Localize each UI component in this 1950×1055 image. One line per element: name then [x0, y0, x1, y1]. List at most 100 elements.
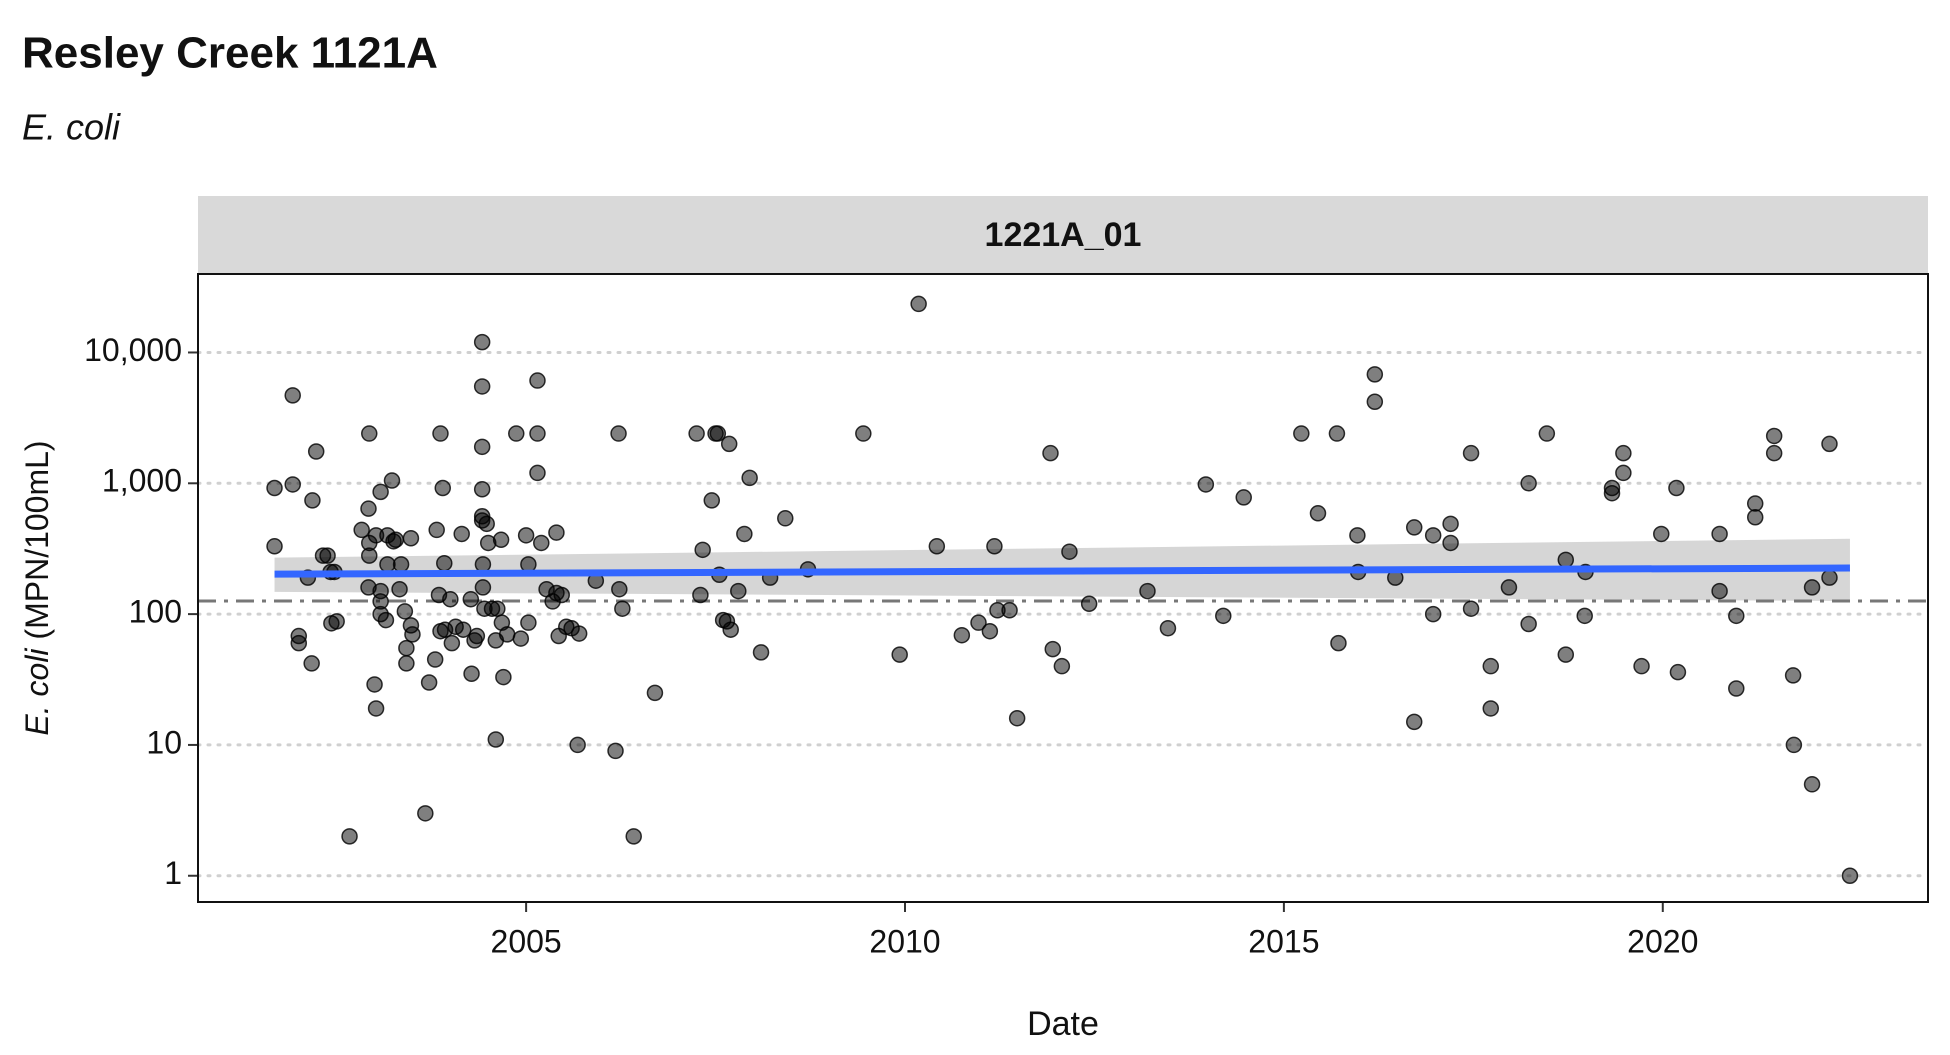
chart-subtitle: E. coli — [22, 107, 121, 148]
data-point — [1462, 444, 1480, 462]
data-point — [891, 646, 908, 663]
data-point — [1711, 525, 1728, 543]
data-point — [377, 611, 395, 629]
data-point — [487, 731, 505, 748]
data-point — [529, 425, 546, 442]
data-point — [468, 627, 486, 645]
data-point — [391, 580, 408, 598]
data-point — [720, 435, 738, 453]
data-point — [453, 525, 470, 543]
data-point — [1728, 680, 1745, 697]
data-point — [520, 614, 537, 631]
data-point — [777, 510, 794, 527]
data-point — [855, 425, 872, 442]
data-point — [1615, 464, 1632, 482]
data-point — [1711, 582, 1728, 600]
data-point — [328, 613, 345, 630]
data-point — [1520, 615, 1537, 633]
panel-border — [197, 273, 1929, 903]
data-point — [290, 634, 308, 652]
data-point — [489, 600, 506, 617]
data-point — [1405, 519, 1423, 536]
data-point — [266, 479, 283, 497]
data-point — [474, 556, 492, 573]
data-point — [473, 438, 491, 456]
x-tick-label: 2005 — [491, 923, 562, 959]
data-point — [353, 521, 370, 539]
data-point — [396, 603, 414, 620]
data-point — [1821, 435, 1838, 453]
data-point — [520, 556, 537, 573]
data-point — [1293, 425, 1310, 442]
data-point — [1061, 543, 1078, 560]
data-point — [1765, 427, 1783, 445]
data-point — [392, 556, 410, 573]
data-point — [284, 476, 301, 493]
data-point — [752, 644, 770, 661]
data-point — [428, 521, 445, 539]
data-point — [434, 479, 452, 497]
data-point — [1042, 444, 1059, 462]
y-tick-label: 10 — [146, 724, 182, 760]
data-point — [443, 634, 461, 652]
data-point — [1001, 602, 1018, 619]
data-point — [1197, 476, 1215, 493]
x-tick-label: 2020 — [1627, 923, 1698, 959]
data-point — [1053, 657, 1071, 675]
data-point — [432, 425, 449, 442]
data-point — [970, 614, 987, 631]
data-point — [986, 538, 1003, 555]
data-point — [463, 665, 480, 683]
data-point — [473, 481, 491, 498]
data-point — [426, 651, 444, 668]
data-point — [1500, 579, 1518, 596]
data-point — [548, 524, 565, 541]
data-point — [741, 469, 758, 487]
data-point — [981, 622, 999, 640]
data-point — [1309, 505, 1327, 522]
data-point — [1557, 551, 1575, 569]
data-point — [1841, 867, 1859, 884]
data-point — [498, 626, 516, 643]
data-point — [319, 547, 336, 564]
data-point — [1080, 595, 1098, 613]
data-point — [1653, 525, 1670, 543]
data-point — [1366, 393, 1384, 411]
data-point — [1215, 607, 1232, 625]
data-point — [1746, 509, 1764, 526]
data-point — [694, 541, 711, 559]
data-point — [372, 483, 389, 501]
data-point — [1803, 776, 1821, 793]
data-point — [709, 425, 727, 442]
data-point — [1765, 444, 1783, 462]
data-point — [1442, 534, 1459, 552]
y-tick-label: 100 — [129, 594, 182, 630]
data-point — [436, 554, 453, 572]
data-point — [1424, 605, 1442, 623]
y-tick-label: 1 — [164, 855, 182, 891]
data-point — [1538, 425, 1556, 442]
data-point — [610, 425, 627, 442]
data-point — [1746, 495, 1764, 512]
data-point — [454, 621, 472, 638]
data-point — [611, 580, 628, 598]
x-axis-title: Date — [1027, 1005, 1099, 1043]
data-point — [1349, 527, 1366, 544]
data-point — [387, 531, 405, 549]
chart-title: Resley Creek 1121A — [22, 29, 438, 78]
data-point — [341, 828, 358, 845]
data-point — [607, 742, 624, 760]
data-point — [367, 700, 385, 717]
data-point — [266, 538, 283, 555]
data-point — [529, 464, 546, 482]
data-point — [703, 492, 721, 509]
data-point — [910, 295, 927, 313]
trend-line — [274, 564, 1850, 578]
data-point — [692, 586, 709, 604]
data-point — [366, 676, 383, 693]
data-point — [1328, 425, 1346, 442]
data-point — [529, 372, 546, 389]
data-point — [1669, 663, 1687, 681]
y-axis-title-unit: (MPN/100mL) — [19, 440, 55, 648]
